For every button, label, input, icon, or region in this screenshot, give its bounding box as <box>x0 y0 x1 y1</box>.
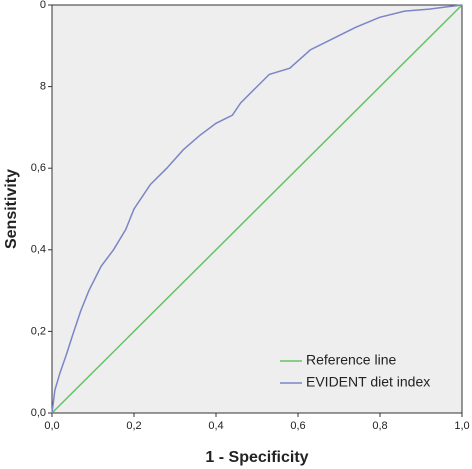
series-line <box>51 4 463 414</box>
x-tick-label: 1,0 <box>454 420 469 432</box>
y-tick-label: 0,0 <box>31 407 46 419</box>
series-line <box>51 4 463 414</box>
y-tick-label: 8 <box>40 81 46 93</box>
x-tick-label: 0,0 <box>44 420 59 432</box>
y-tick-label: 0,6 <box>31 162 46 174</box>
x-tick-label: 0,4 <box>208 420 223 432</box>
y-tick-label: 0 <box>40 0 46 11</box>
y-axis-title: Sensitivity <box>3 169 20 249</box>
legend-text: EVIDENT diet index <box>306 374 430 390</box>
x-tick-label: 0,8 <box>372 420 387 432</box>
legend-text: Reference line <box>306 352 396 368</box>
x-tick-label: 0,2 <box>126 420 141 432</box>
x-tick-label: 0,6 <box>290 420 305 432</box>
y-tick-label: 0,2 <box>31 325 46 337</box>
y-tick-label: 0,4 <box>31 244 46 256</box>
x-axis-title: 1 - Specificity <box>205 449 308 466</box>
